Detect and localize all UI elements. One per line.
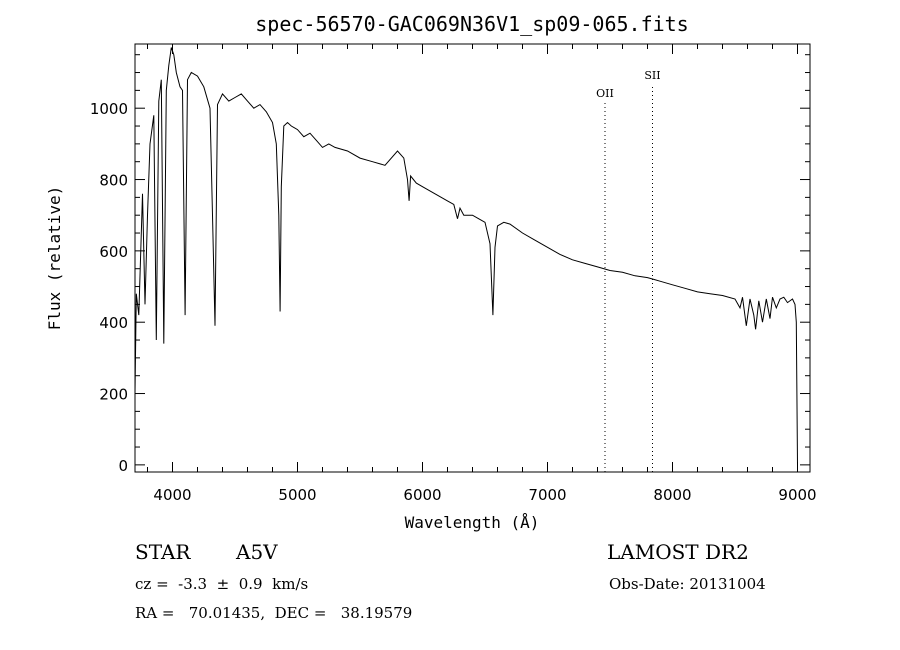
x-tick-label: 5000 bbox=[278, 486, 316, 504]
y-tick-label: 400 bbox=[99, 314, 128, 332]
x-tick-label: 7000 bbox=[528, 486, 566, 504]
object-type: STAR bbox=[135, 540, 191, 564]
y-tick-label: 600 bbox=[99, 243, 128, 261]
survey-name: LAMOST DR2 bbox=[607, 540, 749, 564]
y-tick-label: 800 bbox=[99, 172, 128, 190]
x-tick-label: 9000 bbox=[778, 486, 816, 504]
y-tick-label: 1000 bbox=[90, 100, 128, 118]
plot-frame bbox=[134, 43, 811, 473]
x-axis-label: Wavelength (Å) bbox=[405, 513, 540, 532]
redshift-readout: cz = -3.3 ± 0.9 km/s bbox=[135, 575, 309, 593]
line-marker-label: OII bbox=[596, 87, 614, 100]
x-tick-label: 6000 bbox=[403, 486, 441, 504]
obs-date: Obs-Date: 20131004 bbox=[609, 575, 766, 593]
y-tick-label: 0 bbox=[118, 457, 128, 475]
chart-title: spec-56570-GAC069N36V1_sp09-065.fits bbox=[255, 12, 688, 36]
line-marker-label: SII bbox=[644, 69, 660, 82]
x-tick-label: 8000 bbox=[653, 486, 691, 504]
spectral-subclass: A5V bbox=[236, 540, 278, 564]
x-tick-label: 4000 bbox=[153, 486, 191, 504]
coordinates: RA = 70.01435, DEC = 38.19579 bbox=[135, 604, 413, 622]
y-tick-label: 200 bbox=[99, 386, 128, 404]
spectrum-line bbox=[134, 47, 798, 465]
y-axis-label: Flux (relative) bbox=[45, 186, 64, 331]
